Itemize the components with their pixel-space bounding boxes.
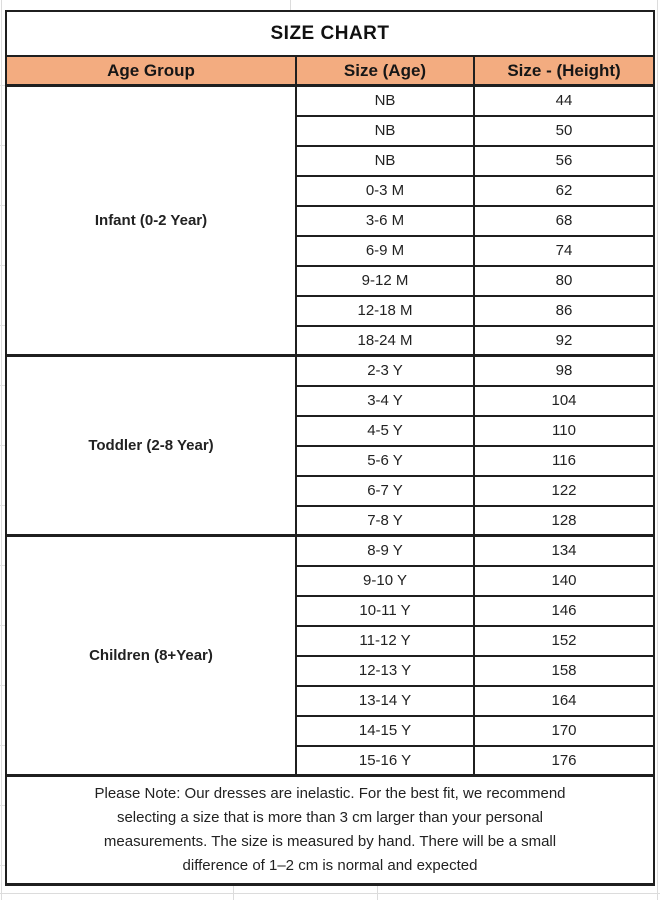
- size-cell: NB: [295, 84, 475, 117]
- height-cell: 68: [472, 204, 656, 237]
- size-cell: 15-16 Y: [295, 744, 475, 777]
- height-cell: 152: [472, 624, 656, 657]
- size-cell: 3-6 M: [295, 204, 475, 237]
- size-cell: NB: [295, 114, 475, 147]
- size-cell: 5-6 Y: [295, 444, 475, 477]
- height-cell: 128: [472, 504, 656, 537]
- table-row: 9-10 Y 140: [6, 564, 656, 597]
- size-cell: 8-9 Y: [295, 534, 475, 567]
- note-line: Please Note: Our dresses are inelastic. …: [94, 785, 566, 802]
- size-cell: 0-3 M: [295, 174, 475, 207]
- size-cell: 7-8 Y: [295, 504, 475, 537]
- title-row: SIZE CHART: [4, 10, 656, 57]
- height-cell: 44: [472, 84, 656, 117]
- size-cell: 6-9 M: [295, 234, 475, 267]
- table-row: Children (8+Year) 8-9 Y 134: [5, 534, 656, 777]
- column-header-size-age: Size (Age): [295, 55, 475, 87]
- column-header-age-group: Age Group: [5, 55, 297, 87]
- height-cell: 140: [472, 564, 656, 597]
- age-group-label-toddler: Toddler (2-8 Year): [5, 354, 297, 537]
- size-note: Please Note: Our dresses are inelastic. …: [4, 774, 656, 886]
- height-cell: 86: [472, 294, 656, 327]
- size-cell: 14-15 Y: [295, 714, 475, 747]
- background-gridline: [657, 0, 658, 900]
- size-cell: 4-5 Y: [295, 414, 475, 447]
- size-cell: 12-18 M: [295, 294, 475, 327]
- table-row: 12-18 M 86: [6, 294, 656, 327]
- table-row: Infant (0-2 Year) NB 44: [5, 84, 656, 357]
- height-cell: 134: [472, 534, 656, 567]
- table-row: 14-15 Y 170: [6, 714, 656, 747]
- size-cell: 9-10 Y: [295, 564, 475, 597]
- size-cell: 18-24 M: [295, 324, 475, 357]
- table-row: 0-3 M 62: [6, 174, 656, 207]
- height-cell: 56: [472, 144, 656, 177]
- age-group-label-infant: Infant (0-2 Year): [5, 84, 297, 357]
- height-cell: 80: [472, 264, 656, 297]
- table-row: 13-14 Y 164: [6, 684, 656, 717]
- note-line: difference of 1–2 cm is normal and expec…: [182, 857, 478, 874]
- size-cell: NB: [295, 144, 475, 177]
- note-line: selecting a size that is more than 3 cm …: [116, 809, 544, 826]
- background-gridline: [0, 26, 5, 886]
- size-cell: 10-11 Y: [295, 594, 475, 627]
- table-row: 6-9 M 74: [6, 234, 656, 267]
- height-cell: 170: [472, 714, 656, 747]
- table-row: 4-5 Y 110: [6, 414, 656, 447]
- table-row: 3-4 Y 104: [6, 384, 656, 417]
- height-cell: 122: [472, 474, 656, 507]
- table-row: NB 50: [6, 114, 656, 147]
- table-row: 10-11 Y 146: [6, 594, 656, 627]
- height-cell: 104: [472, 384, 656, 417]
- note-row: Please Note: Our dresses are inelastic. …: [4, 774, 656, 886]
- table-row: 18-24 M 92: [6, 324, 656, 357]
- size-cell: 13-14 Y: [295, 684, 475, 717]
- height-cell: 50: [472, 114, 656, 147]
- height-cell: 146: [472, 594, 656, 627]
- height-cell: 176: [472, 744, 656, 777]
- background-gridline: [290, 0, 291, 10]
- table-row: 6-7 Y 122: [6, 474, 656, 507]
- note-line: measurements. The size is measured by ha…: [103, 833, 557, 850]
- height-cell: 158: [472, 654, 656, 687]
- height-cell: 74: [472, 234, 656, 267]
- height-cell: 110: [472, 414, 656, 447]
- height-cell: 116: [472, 444, 656, 477]
- background-gridline: [0, 893, 660, 894]
- size-cell: 12-13 Y: [295, 654, 475, 687]
- size-chart-table: SIZE CHART Age Group Size (Age) Size - (…: [4, 10, 656, 886]
- size-cell: 3-4 Y: [295, 384, 475, 417]
- table-row: 11-12 Y 152: [6, 624, 656, 657]
- height-cell: 62: [472, 174, 656, 207]
- table-row: 3-6 M 68: [6, 204, 656, 237]
- height-cell: 164: [472, 684, 656, 717]
- height-cell: 98: [472, 354, 656, 387]
- size-cell: 11-12 Y: [295, 624, 475, 657]
- table-row: NB 56: [6, 144, 656, 177]
- column-header-size-height: Size - (Height): [472, 55, 656, 87]
- table-row: 7-8 Y 128: [6, 504, 656, 537]
- size-cell: 9-12 M: [295, 264, 475, 297]
- table-row: 12-13 Y 158: [6, 654, 656, 687]
- table-row: Toddler (2-8 Year) 2-3 Y 98: [5, 354, 656, 537]
- table-row: 9-12 M 80: [6, 264, 656, 297]
- size-cell: 6-7 Y: [295, 474, 475, 507]
- header-row: Age Group Size (Age) Size - (Height): [5, 55, 656, 87]
- table-row: 15-16 Y 176: [6, 744, 656, 777]
- page-title: SIZE CHART: [4, 10, 656, 57]
- height-cell: 92: [472, 324, 656, 357]
- age-group-label-children: Children (8+Year): [5, 534, 297, 777]
- table-row: 5-6 Y 116: [6, 444, 656, 477]
- size-cell: 2-3 Y: [295, 354, 475, 387]
